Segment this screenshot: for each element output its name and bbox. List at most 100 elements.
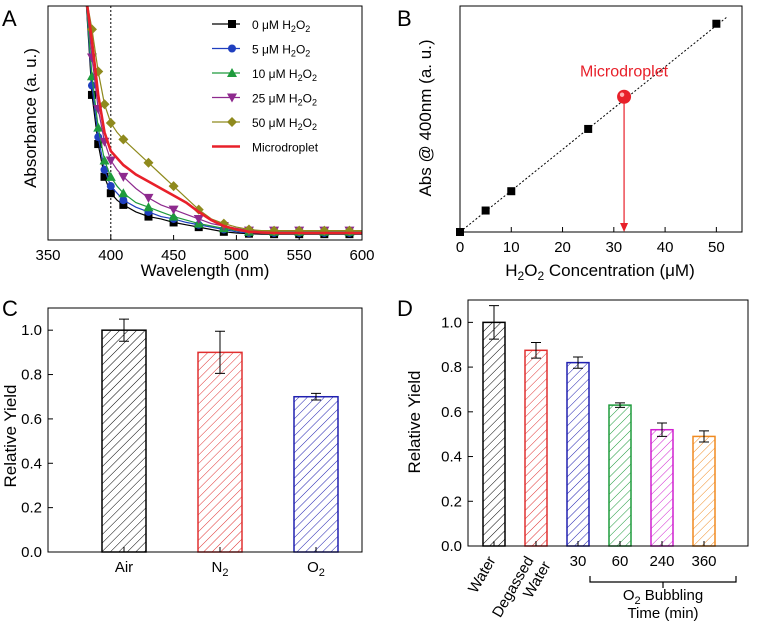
panel-a-point [100, 165, 109, 174]
panel-d-bar-chart: D Relative Yield 0.0 0.2 0.4 0.6 0.8 1.0 30 60… [397, 296, 749, 622]
panel-a-point [106, 189, 115, 198]
panel-a-point [118, 188, 129, 198]
panel-a-point [99, 155, 110, 165]
panel-a-point [143, 202, 154, 212]
panel-a-point [87, 90, 96, 99]
legend-marker-4 [227, 117, 237, 127]
panel-b-microdroplet-point [617, 89, 632, 104]
panel-b-point [481, 206, 490, 215]
panel-d-group-label-line2: Time (min) [627, 605, 698, 622]
panel-c-bar-2 [293, 395, 339, 553]
panel-b-point [712, 19, 721, 28]
panel-a-xtick-label: 500 [224, 247, 249, 264]
panel-c-ytick-label: 0.4 [21, 455, 42, 472]
panel-c-ytick-label: 0.6 [21, 411, 42, 428]
panel-d-bar-4 [650, 428, 674, 547]
panel-a-point [143, 157, 154, 168]
panel-d-bar-2 [566, 361, 590, 547]
panel-b-microdroplet-label: Microdroplet [580, 64, 669, 81]
panel-b-xtick-label: 50 [708, 239, 725, 256]
panel-label-d: D [397, 296, 413, 321]
panel-d-errorbar-4 [657, 422, 667, 437]
panel-a-point [99, 99, 110, 110]
panel-d-bar-0 [482, 321, 506, 547]
panel-c-frame [47, 307, 363, 553]
panel-a-series-line-5 [85, 6, 362, 235]
panel-a-xtick-label: 550 [287, 247, 312, 264]
panel-c-xtick-label-1: N2 [212, 559, 229, 579]
panel-c-bar-1 [197, 351, 243, 553]
panel-a-xtick-label: 350 [35, 247, 60, 264]
panel-b-calibration-chart: B Abs @ 400nm (a. u.) H2O2 Concentration… [397, 5, 743, 283]
panel-a-xlabel: Wavelength (nm) [141, 261, 270, 280]
panel-d-bar-1 [524, 349, 548, 547]
legend-marker-2 [227, 68, 237, 77]
legend-marker-0 [228, 20, 236, 28]
panel-d-errorbar-3 [615, 402, 625, 408]
panel-c-errorbar-1 [215, 330, 225, 374]
panel-a-point [105, 118, 116, 128]
panel-label-a: A [2, 6, 17, 31]
panel-b-xtick-label: 20 [554, 239, 571, 256]
panel-a-xtick-label: 400 [98, 247, 123, 264]
panel-c-ytick-label: 1.0 [21, 322, 42, 339]
legend-entry-5: Microdroplet [252, 141, 319, 155]
panel-d-ytick-label: 0.6 [441, 404, 462, 421]
panel-a-point [118, 172, 129, 182]
panel-d-ytick-label: 0.0 [441, 538, 462, 555]
panel-d-ytick-label: 0.4 [441, 449, 462, 466]
panel-label-b: B [397, 6, 412, 31]
panel-b-xlabel: H2O2 Concentration (μM) [505, 261, 694, 283]
panel-d-group-label: O2 Bubbling [623, 587, 703, 607]
panel-d-ytick-label: 0.8 [441, 359, 462, 376]
panel-c-xtick-label-0: Air [115, 559, 133, 576]
legend-marker-3 [227, 93, 237, 103]
panel-d-xtick-label-4: 240 [649, 553, 674, 570]
panel-c-errorbar-0 [119, 318, 129, 342]
panel-d-ylabel: Relative Yield [405, 370, 424, 473]
panel-a-xtick-label: 600 [349, 247, 374, 264]
legend-marker-1 [228, 44, 236, 53]
panel-a-point [144, 212, 153, 221]
panel-a-point [100, 172, 109, 181]
panel-b-xtick-label: 30 [605, 239, 622, 256]
panel-b-xtick-label: 0 [456, 239, 464, 256]
panel-a-point [94, 140, 103, 149]
panel-d-label-water: Water [465, 554, 499, 597]
panel-a-ylabel: Absorbance (a. u.) [21, 48, 40, 188]
panel-a-point [168, 205, 179, 215]
panel-b-point [507, 187, 516, 196]
panel-b-xtick-label: 10 [503, 239, 520, 256]
panel-a-frame [47, 5, 363, 241]
panel-a-point [119, 200, 128, 209]
panel-a-point [193, 214, 204, 224]
panel-a-point [93, 122, 104, 132]
legend-entry-2: 10 μM H2O2 [252, 67, 317, 83]
legend-entry-4: 50 μM H2O2 [252, 116, 317, 132]
panel-a-point [168, 181, 179, 192]
panel-a-xtick-label: 450 [161, 247, 186, 264]
panel-c-xtick-label-2: O2 [307, 559, 325, 579]
panel-a-point [106, 182, 115, 191]
panel-d-bar-3 [608, 404, 632, 547]
panel-b-xtick-label: 40 [657, 239, 674, 256]
panel-a-point [105, 171, 116, 181]
panel-d-ytick-label: 0.2 [441, 493, 462, 510]
panel-d-errorbar-1 [531, 341, 541, 359]
legend-entry-3: 25 μM H2O2 [252, 92, 317, 108]
panel-c-ytick-label: 0.2 [21, 500, 42, 517]
panel-c-bar-0 [101, 329, 147, 553]
panel-b-ylabel: Abs @ 400nm (a. u.) [416, 39, 435, 196]
panel-d-errorbar-2 [573, 356, 583, 369]
panel-d-xtick-label-5: 360 [691, 553, 716, 570]
panel-a-spectra-chart: A Absorbance (a. u.) Wavelength (nm) 350… [2, 5, 375, 280]
legend-entry-0: 0 μM H2O2 [252, 18, 310, 34]
panel-d-group-bracket [589, 576, 737, 588]
panel-a-point [119, 196, 128, 205]
panel-d-ytick-label: 1.0 [441, 314, 462, 331]
panel-d-errorbar-5 [699, 430, 709, 443]
panel-b-arrowhead [620, 223, 629, 232]
panel-a-point [168, 211, 179, 221]
panel-label-c: C [2, 296, 18, 321]
panel-b-microdroplet-highlight [619, 92, 625, 97]
